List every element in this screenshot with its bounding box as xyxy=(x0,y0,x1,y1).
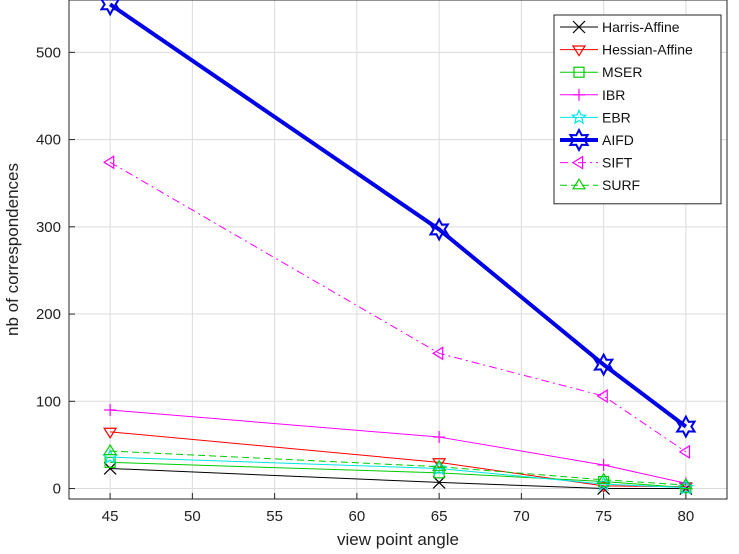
plot-frame xyxy=(68,0,728,500)
legend-label: EBR xyxy=(602,109,631,125)
legend-label: Hessian-Affine xyxy=(602,42,693,58)
data-point-aifd xyxy=(593,352,615,377)
legend-item-hessian-affine: Hessian-Affine xyxy=(560,42,693,58)
legend-item-surf: SURF xyxy=(560,177,640,193)
y-tick-label: 200 xyxy=(36,306,61,323)
x-tick-label: 45 xyxy=(102,508,119,525)
data-point-harris-affine xyxy=(103,462,117,475)
series-line-harris-affine xyxy=(110,467,686,490)
legend-marker xyxy=(573,88,585,101)
series-group xyxy=(99,0,697,495)
x-tick-label: 80 xyxy=(678,508,695,525)
legend-label: AIFD xyxy=(602,132,634,148)
legend-label: MSER xyxy=(602,64,642,80)
legend-label: IBR xyxy=(602,87,625,103)
legend-marker xyxy=(568,127,590,153)
series-line-aifd xyxy=(109,2,688,429)
series-line-mser xyxy=(110,461,686,489)
data-point-aifd xyxy=(99,0,121,17)
legend-item-ibr: IBR xyxy=(560,87,625,103)
legend-item-sift: SIFT xyxy=(560,155,633,171)
y-tick-label: 100 xyxy=(36,393,61,410)
legend-marker xyxy=(570,108,588,125)
data-point-ibr xyxy=(597,458,610,471)
series-line-surf xyxy=(110,450,686,486)
series-surf xyxy=(103,443,693,490)
legend-marker xyxy=(573,66,585,78)
x-tick-label: 75 xyxy=(595,508,612,525)
y-tick-label: 0 xyxy=(53,481,61,498)
x-tick-label: 65 xyxy=(431,508,448,525)
data-point-hessian-affine xyxy=(432,458,447,470)
y-tick-label: 500 xyxy=(36,44,61,61)
legend-marker xyxy=(572,20,586,34)
y-tick-label: 400 xyxy=(36,132,61,149)
legend-marker xyxy=(571,155,584,170)
series-sift xyxy=(102,155,691,459)
data-point-surf xyxy=(103,443,118,456)
data-point-sift xyxy=(678,444,691,459)
legend-label: SIFT xyxy=(602,155,633,171)
data-point-sift xyxy=(431,346,444,361)
data-point-surf xyxy=(596,472,611,485)
data-point-sift xyxy=(102,155,115,170)
y-tick-label: 300 xyxy=(36,219,61,236)
series-line-sift xyxy=(109,161,687,453)
series-line-ibr xyxy=(110,409,686,484)
legend-item-ebr: EBR xyxy=(560,108,631,125)
x-axis-label: view point angle xyxy=(337,530,459,549)
data-point-sift xyxy=(596,388,608,404)
axis-ticks: 45 50 55 60 65 70 75 80 0 100 200 300 400 500 xyxy=(36,44,694,525)
data-point-mser xyxy=(433,467,445,479)
y-axis-label: nb of correspondences xyxy=(3,163,22,336)
x-tick-label: 70 xyxy=(513,508,530,525)
legend-item-aifd: AIFD xyxy=(560,127,634,153)
data-point-ibr xyxy=(433,431,446,444)
data-point-surf xyxy=(432,459,447,471)
series-line-ebr xyxy=(110,456,686,489)
x-tick-label: 50 xyxy=(184,508,201,525)
legend-label: SURF xyxy=(602,177,640,193)
x-tick-label: 60 xyxy=(349,508,366,525)
series-aifd xyxy=(99,0,697,439)
data-point-ebr xyxy=(677,479,695,495)
legend-item-mser: MSER xyxy=(560,64,642,80)
data-point-surf xyxy=(678,477,693,490)
legend-label: Harris-Affine xyxy=(602,19,680,35)
legend-marker xyxy=(571,178,587,190)
legend: Harris-Affine Hessian-Affine MSER IBR EBR AIF… xyxy=(553,14,722,205)
legend-marker xyxy=(571,45,587,57)
data-point-aifd xyxy=(675,414,697,439)
data-point-aifd xyxy=(428,217,450,242)
x-tick-label: 55 xyxy=(266,508,283,525)
legend-item-harris-affine: Harris-Affine xyxy=(560,19,680,35)
data-point-ibr xyxy=(104,404,117,417)
data-point-hessian-affine xyxy=(103,427,118,439)
